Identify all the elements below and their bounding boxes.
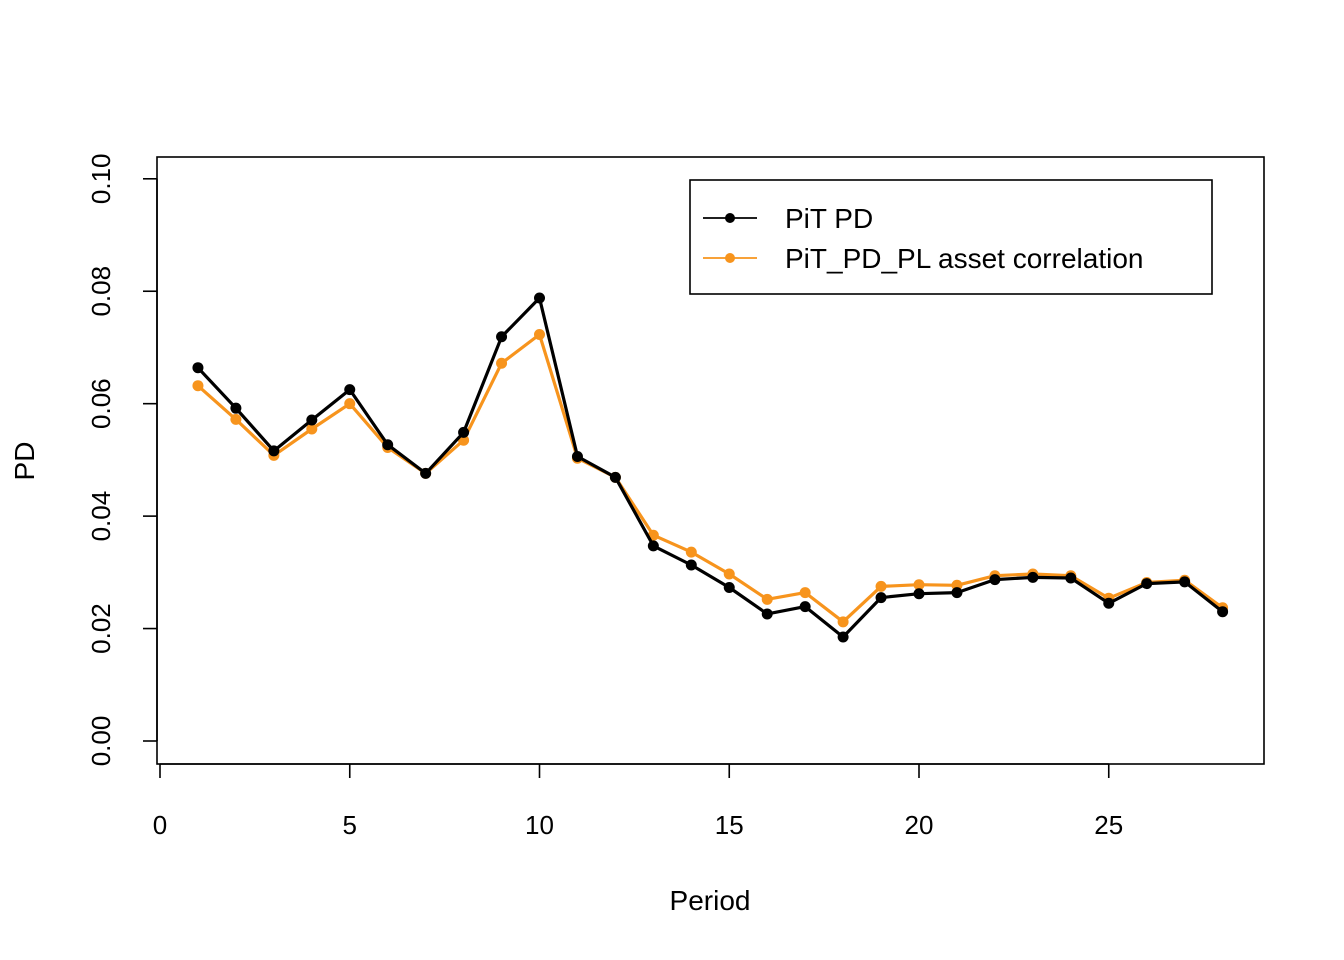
data-point [875,592,887,604]
data-point [609,471,621,483]
data-point [875,580,887,592]
data-point [761,608,773,620]
data-point [571,451,583,463]
data-point [951,587,963,599]
x-axis-title: Period [670,885,751,916]
y-tick-label: 0.02 [86,603,116,654]
legend-box [689,179,1213,295]
data-point [1179,576,1191,588]
data-point [723,568,735,580]
data-point [192,362,204,374]
data-point [458,426,470,438]
series-line [196,332,1224,624]
legend-entry-pit-pd: PiT PD [703,203,873,234]
data-point [306,423,318,435]
data-point [1217,606,1229,618]
x-tick-label: 20 [905,810,934,840]
series-line [196,296,1224,639]
legend: PiT PD PiT_PD_PL asset correlation [689,179,1213,295]
data-point [913,579,925,591]
data-point [230,413,242,425]
y-tick-label: 0.04 [86,491,116,542]
y-tick-label: 0.06 [86,378,116,429]
data-point [647,540,659,552]
data-point [534,292,545,304]
x-tick-label: 25 [1094,810,1123,840]
y-axis-title: PD [9,442,40,481]
data-point [1103,597,1115,609]
data-point [723,582,735,594]
x-tick-label: 5 [343,810,357,840]
data-point [837,631,849,643]
data-point [1065,572,1077,584]
legend-marker-pit-pd [725,213,735,223]
data-point [230,402,242,414]
data-point [534,329,545,341]
x-tick-label: 0 [153,810,167,840]
data-point [192,380,204,392]
series-pit-pd [192,292,1229,643]
data-point [268,445,280,457]
data-point [685,559,697,571]
legend-entry-pit-pd-pl: PiT_PD_PL asset correlation [703,243,1143,274]
data-point [799,587,811,599]
data-point [799,601,811,613]
data-point [761,593,773,605]
y-axis: 0.00 0.02 0.04 0.06 0.08 0.10 [86,153,158,767]
data-point [837,616,849,628]
data-point [913,588,925,600]
data-point [382,439,394,451]
series-layer [192,292,1229,643]
x-axis: 0 5 10 15 20 25 [153,763,1123,840]
data-point [1141,578,1153,590]
x-tick-label: 15 [715,810,744,840]
legend-marker-pit-pd-pl [725,253,735,263]
y-tick-label: 0.10 [86,153,116,204]
legend-label-pit-pd: PiT PD [785,203,873,234]
legend-label-pit-pd-pl: PiT_PD_PL asset correlation [785,243,1143,274]
data-point [420,467,432,479]
data-point [496,331,508,343]
x-tick-label: 10 [525,810,554,840]
data-point [496,357,508,369]
data-point [344,398,356,410]
y-tick-label: 0.00 [86,716,116,767]
data-point [306,414,318,426]
data-point [685,546,697,558]
data-point [344,384,356,396]
data-point [989,574,1001,586]
data-point [1027,571,1039,583]
y-tick-label: 0.08 [86,266,116,317]
